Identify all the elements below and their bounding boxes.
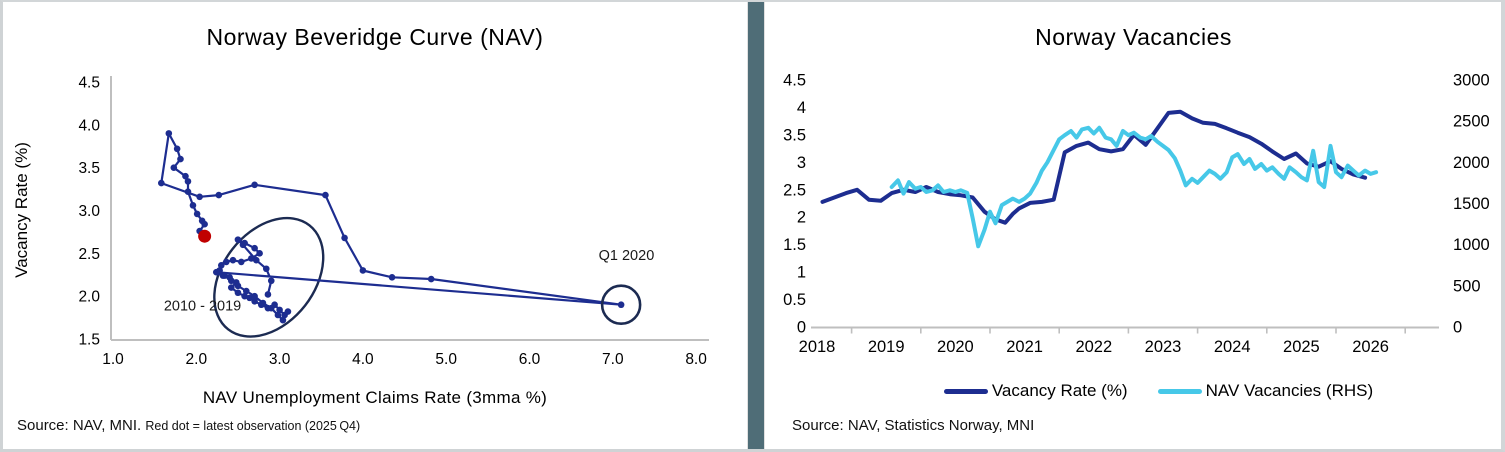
svg-text:3.0: 3.0 <box>269 351 291 368</box>
beveridge-panel: Norway Beveridge Curve (NAV) Vacancy Rat… <box>3 2 748 449</box>
svg-text:3.5: 3.5 <box>783 126 806 144</box>
svg-text:2500: 2500 <box>1453 113 1490 131</box>
vacancy-rate-line-swatch <box>943 388 988 394</box>
svg-text:2020: 2020 <box>937 338 974 356</box>
svg-text:1.0: 1.0 <box>102 351 124 368</box>
svg-text:2: 2 <box>797 209 806 227</box>
svg-text:2021: 2021 <box>1006 338 1043 356</box>
svg-text:3000: 3000 <box>1453 72 1490 90</box>
vacancies-source: Source: NAV, Statistics Norway, MNI <box>792 417 1034 434</box>
beveridge-x-axis-title: NAV Unemployment Claims Rate (3mma %) <box>202 388 548 407</box>
beveridge-source-text: Source: NAV, MNI. <box>17 417 142 434</box>
svg-text:7.0: 7.0 <box>602 351 624 368</box>
svg-text:Q1 2020: Q1 2020 <box>599 248 655 264</box>
svg-text:2019: 2019 <box>868 338 905 356</box>
svg-text:4.0: 4.0 <box>352 351 374 368</box>
svg-text:1: 1 <box>797 264 806 282</box>
vacancies-chart: 4.5 4 3.5 3 2.5 2 1.5 1 0.5 0 3000 2500 2000 1500 1000… <box>783 71 1490 356</box>
svg-text:1000: 1000 <box>1453 236 1490 254</box>
svg-text:4.0: 4.0 <box>78 117 100 134</box>
beveridge-chart: 4.5 4.0 3.5 3.0 2.5 2.0 1.51.0 2.0 3.0 4.0 5.0 6.0 7… <box>78 74 709 368</box>
svg-text:500: 500 <box>1453 277 1481 295</box>
vacancy-rate-legend-label: Vacancy Rate (%) <box>991 381 1128 400</box>
svg-text:4.5: 4.5 <box>783 71 806 89</box>
svg-text:2022: 2022 <box>1075 338 1112 356</box>
beveridge-source-note: Red dot = latest observation (2025 Q4) <box>145 419 361 433</box>
svg-text:0: 0 <box>797 319 806 337</box>
nav-vacancies-line-swatch <box>1157 388 1202 394</box>
svg-text:0.5: 0.5 <box>783 291 806 309</box>
vacancies-legend: Vacancy Rate (%) NAV Vacancies (RHS) <box>801 381 1501 401</box>
svg-text:2000: 2000 <box>1453 154 1490 172</box>
svg-text:3.0: 3.0 <box>78 203 100 220</box>
svg-text:1.5: 1.5 <box>783 236 806 254</box>
beveridge-source: Source: NAV, MNI. Red dot = latest obser… <box>17 417 360 434</box>
svg-text:2018: 2018 <box>799 338 836 356</box>
svg-text:2026: 2026 <box>1352 338 1389 356</box>
svg-text:5.0: 5.0 <box>435 351 457 368</box>
legend-item-vacancy-rate: Vacancy Rate (%) <box>943 381 1128 401</box>
svg-text:2.5: 2.5 <box>78 246 100 263</box>
svg-text:4: 4 <box>797 99 806 117</box>
svg-text:3: 3 <box>797 154 806 172</box>
panel-divider <box>748 2 764 449</box>
svg-text:2.5: 2.5 <box>783 181 806 199</box>
legend-item-nav-vacancies: NAV Vacancies (RHS) <box>1157 381 1374 401</box>
svg-text:2.0: 2.0 <box>78 289 100 306</box>
vacancies-chart-title: Norway Vacancies <box>1035 24 1232 50</box>
beveridge-chart-title: Norway Beveridge Curve (NAV) <box>206 24 544 50</box>
svg-text:8.0: 8.0 <box>685 351 707 368</box>
svg-text:3.5: 3.5 <box>78 160 100 177</box>
svg-text:4.5: 4.5 <box>78 74 100 91</box>
svg-text:2023: 2023 <box>1145 338 1182 356</box>
vacancies-source-text: Source: NAV, Statistics Norway, MNI <box>792 417 1035 434</box>
svg-text:2010 - 2019: 2010 - 2019 <box>164 299 241 315</box>
vacancies-panel: Norway Vacancies 4.5 4 3.5 3 2.5 2 1.5 1 0.5 0 300… <box>764 2 1501 449</box>
svg-text:2024: 2024 <box>1214 338 1251 356</box>
svg-text:6.0: 6.0 <box>519 351 541 368</box>
nav-vacancies-legend-label: NAV Vacancies (RHS) <box>1205 381 1374 400</box>
svg-text:0: 0 <box>1453 319 1462 337</box>
svg-text:1500: 1500 <box>1453 195 1490 213</box>
svg-text:1.5: 1.5 <box>78 332 100 349</box>
svg-text:2.0: 2.0 <box>186 351 208 368</box>
svg-text:2025: 2025 <box>1283 338 1320 356</box>
